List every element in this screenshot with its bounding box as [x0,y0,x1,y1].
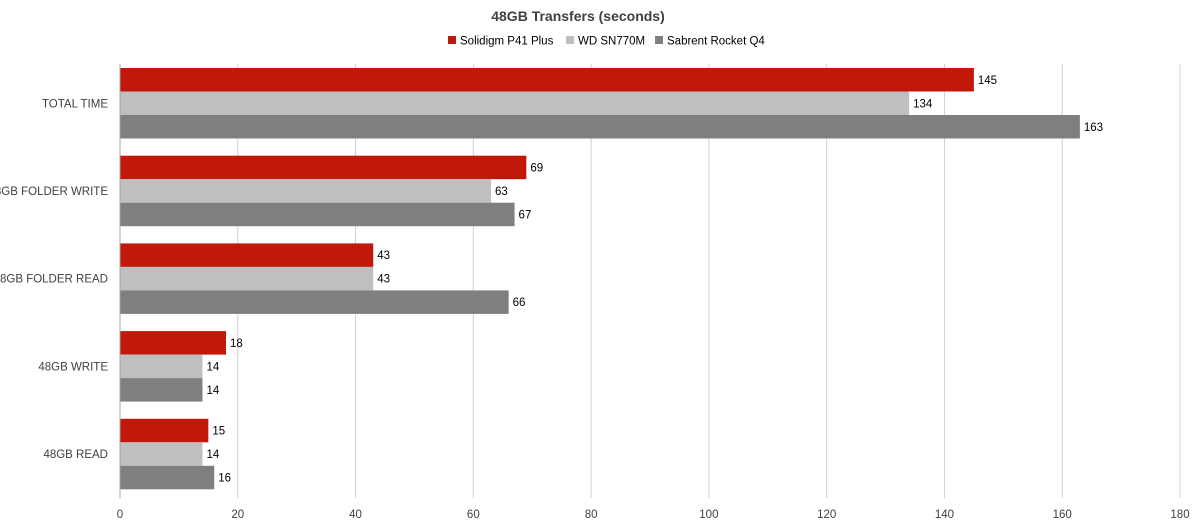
x-tick-label: 100 [699,509,718,521]
bar [120,418,209,443]
legend-swatch [566,36,574,44]
category-labels: TOTAL TIME 48GB FOLDER WRITE 48GB FOLDER R… [0,98,108,461]
x-tick-label: 80 [585,509,598,521]
data-label: 134 [913,98,933,110]
bar [120,331,226,355]
bar [120,290,509,314]
bar [120,465,215,490]
x-tick-label: 160 [1053,509,1072,521]
legend-swatch [448,36,456,44]
category-label: 48GB WRITE [38,361,108,373]
data-label: 163 [1084,122,1103,134]
category-label: 48GB FOLDER READ [0,274,108,286]
bar [120,243,374,267]
data-label: 18 [230,338,243,350]
bar [120,68,974,92]
data-label: 14 [206,361,219,373]
data-label: 16 [218,473,231,485]
bar [120,155,527,180]
x-tick-label: 20 [231,509,244,521]
x-tick-label: 60 [467,509,480,521]
data-label: 69 [530,162,543,174]
chart-title: 48GB Transfers (seconds) [491,8,665,24]
data-label: 14 [206,449,219,461]
data-labels: 145 134 163 69 63 67 43 43 66 18 14 14 15 14 16 [206,75,1103,485]
x-axis: 0 20 40 60 80 100 120 140 160 180 [117,64,1190,521]
bar [120,91,910,115]
legend-label: Sabrent Rocket Q4 [667,36,765,48]
data-label: 15 [212,426,225,438]
data-label: 66 [513,297,526,309]
category-label: TOTAL TIME [42,98,108,110]
x-tick-label: 140 [935,509,954,521]
x-tick-label: 120 [817,509,836,521]
data-label: 67 [519,209,532,221]
bar [120,442,203,466]
x-tick-label: 0 [117,509,123,521]
category-label: 48GB READ [43,449,108,461]
bars [120,68,1080,490]
bar [120,378,203,402]
bar [120,179,491,203]
x-tick-label: 40 [349,509,362,521]
data-label: 43 [377,250,390,262]
legend-swatch [655,36,663,44]
bar [120,202,515,227]
data-label: 14 [206,385,219,397]
bar [120,354,203,379]
data-label: 63 [495,186,508,198]
bar [120,115,1080,139]
legend: Solidigm P41 Plus WD SN770M Sabrent Rocket… [448,36,765,48]
category-label: 48GB FOLDER WRITE [0,186,108,198]
legend-label: Solidigm P41 Plus [460,36,554,48]
legend-label: WD SN770M [578,36,645,48]
bar [120,266,374,291]
data-label: 145 [978,75,997,87]
x-tick-label: 180 [1170,509,1189,521]
data-label: 43 [377,274,390,286]
